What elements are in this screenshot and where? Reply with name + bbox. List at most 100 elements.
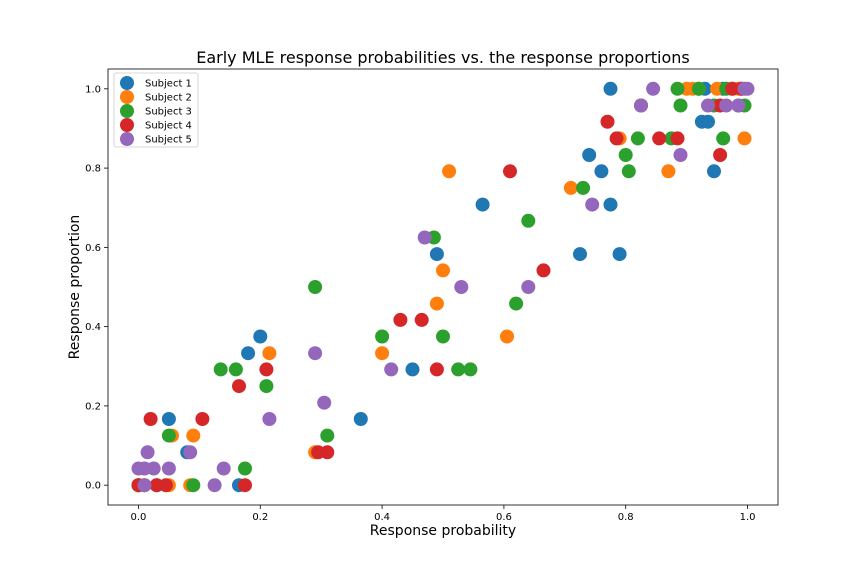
legend-marker-5 (120, 132, 134, 146)
data-point-s1-11 (475, 197, 490, 212)
data-point-s5-12 (384, 362, 399, 377)
data-point-s5-24 (740, 81, 755, 96)
data-point-s5-15 (521, 280, 536, 294)
data-point-s3-19 (630, 131, 645, 146)
y-tick-label: 0.8 (85, 164, 101, 175)
legend-label-3: Subject 3 (145, 107, 192, 118)
data-point-s4-1 (143, 412, 158, 426)
data-point-s3-2 (186, 478, 201, 493)
y-tick-label: 1.0 (85, 84, 101, 95)
data-point-s4-4 (195, 412, 210, 426)
axes: 0.0 0.2 0.4 0.6 0.8 1.0 0.0 0.2 0.4 0.6 0.8 1.0 (85, 68, 779, 523)
data-point-s1-6 (241, 346, 256, 361)
y-tick-label: 0.0 (85, 481, 101, 492)
data-point-s4-14 (536, 263, 551, 278)
data-point-s4-3 (158, 478, 173, 493)
data-point-s3-23 (691, 81, 706, 96)
data-point-s5-8 (216, 461, 231, 476)
x-tick-label: 0.2 (252, 512, 268, 523)
x-tick-label: 1.0 (740, 512, 756, 523)
data-point-s3-4 (228, 362, 243, 377)
data-point-s4-7 (259, 362, 274, 377)
data-point-s1-3 (161, 412, 176, 426)
x-axis-title: Response probability (370, 523, 516, 539)
legend-label-1: Subject 1 (145, 79, 192, 90)
data-point-s5-4 (146, 461, 161, 476)
data-point-s5-22 (731, 98, 746, 113)
data-point-s1-20 (707, 164, 721, 179)
data-point-s4-6 (238, 478, 252, 493)
data-point-s4-18 (652, 131, 667, 146)
data-point-s5-2 (140, 445, 155, 460)
data-point-s5-1 (137, 478, 152, 493)
x-tick-label: 0.4 (374, 512, 390, 523)
data-point-s5-21 (719, 98, 734, 113)
data-point-s4-15 (600, 114, 615, 129)
legend: Subject 1 Subject 2 Subject 3 Subject 4 Subj… (113, 72, 199, 148)
y-tick-label: 0.2 (85, 401, 101, 412)
data-point-s5-16 (585, 197, 600, 212)
y-tick-label: 0.4 (85, 322, 101, 333)
data-point-s4-10 (393, 312, 408, 327)
data-point-s3-12 (451, 362, 466, 377)
data-point-s1-19 (701, 114, 715, 129)
chart-title: Early MLE response probabilities vs. the… (196, 48, 690, 67)
data-point-s2-11 (442, 164, 457, 179)
data-point-s4-16 (609, 131, 624, 146)
legend-marker-2 (120, 90, 134, 104)
x-tick-label: 0.6 (496, 512, 512, 523)
data-point-s3-18 (621, 164, 636, 179)
data-point-s2-5 (186, 428, 201, 443)
data-point-s2-6 (262, 346, 277, 361)
y-axis-title: Response proportion (67, 215, 83, 360)
plot-frame (107, 68, 779, 506)
data-point-s2-10 (436, 263, 450, 278)
data-point-s2-9 (429, 296, 444, 311)
data-point-s4-19 (670, 131, 685, 146)
legend-label-5: Subject 5 (145, 135, 192, 146)
data-point-s2-15 (661, 164, 676, 179)
data-point-s1-9 (405, 362, 420, 377)
data-point-s4-20 (713, 148, 728, 162)
data-point-s5-5 (161, 461, 176, 476)
data-point-s4-5 (232, 379, 246, 394)
data-point-s1-14 (594, 164, 609, 179)
data-point-s1-17 (612, 247, 627, 262)
data-point-s1-7 (253, 329, 268, 344)
data-point-s5-18 (646, 81, 661, 96)
data-point-s3-11 (436, 329, 450, 344)
data-point-s1-13 (582, 148, 597, 162)
data-point-s5-11 (317, 395, 332, 410)
data-point-s3-6 (259, 379, 274, 394)
data-point-s3-5 (238, 461, 252, 476)
data-point-s4-9 (320, 445, 335, 460)
data-point-s3-3 (213, 362, 228, 377)
data-point-s3-17 (618, 148, 633, 162)
data-point-s5-6 (183, 445, 198, 460)
data-point-s3-13 (463, 362, 478, 377)
legend-marker-4 (120, 118, 134, 132)
legend-marker-3 (120, 104, 134, 118)
data-point-s3-1 (161, 428, 176, 443)
legend-box (113, 72, 199, 148)
data-point-s3-22 (673, 98, 688, 113)
data-point-s2-22 (737, 131, 752, 146)
legend-marker-1 (120, 76, 134, 90)
data-point-s3-14 (509, 296, 524, 311)
data-point-s2-8 (375, 346, 390, 361)
data-point-s2-12 (500, 329, 514, 344)
data-point-s5-9 (262, 412, 277, 426)
data-point-s3-15 (521, 213, 536, 228)
data-point-s3-16 (576, 180, 591, 195)
data-point-s5-17 (634, 98, 648, 113)
data-point-s5-10 (308, 346, 323, 361)
y-tick-label: 0.6 (85, 243, 101, 254)
legend-label-2: Subject 2 (145, 93, 192, 104)
data-point-s1-16 (603, 81, 618, 96)
data-point-s4-11 (414, 312, 429, 327)
legend-label-4: Subject 4 (145, 121, 192, 132)
data-point-s3-21 (670, 81, 685, 96)
data-point-s3-25 (716, 131, 731, 146)
data-point-s1-12 (573, 247, 587, 262)
x-tick-label: 0.8 (618, 512, 634, 523)
